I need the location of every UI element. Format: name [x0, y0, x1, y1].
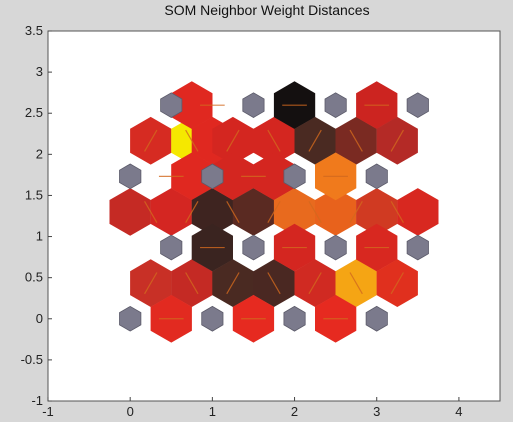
distance-cell-18	[273, 188, 316, 236]
distance-cell-14	[191, 188, 233, 236]
y-tick-label-1: 1	[36, 229, 43, 244]
neuron-marker-0	[119, 305, 142, 332]
neighbor-links	[144, 104, 404, 320]
y-tick-label--1: -1	[31, 393, 43, 408]
neuron-marker-8	[119, 163, 142, 190]
neuron-marker-12	[160, 92, 183, 118]
neuron-marker-13	[242, 92, 265, 118]
neighbor-link-14	[226, 200, 240, 223]
neighbor-link-24	[226, 129, 240, 152]
neighbor-link-21	[144, 129, 158, 152]
distance-cell-21	[356, 188, 398, 236]
distance-cell-2	[171, 81, 213, 129]
x-tick-label-3: 3	[373, 404, 380, 419]
distance-cell-16	[232, 188, 275, 236]
y-tick-label-1.5: 1.5	[25, 187, 43, 202]
neuron-marker-15	[406, 92, 429, 118]
neuron-marker-2	[283, 305, 306, 332]
distance-cell-22	[397, 188, 439, 236]
y-tick-label-2.5: 2.5	[25, 105, 43, 120]
neuron-marker-7	[406, 234, 429, 261]
neuron-marker-1	[201, 305, 224, 332]
neighbor-link-12	[185, 200, 199, 223]
neuron-marker-9	[201, 163, 224, 190]
neighbor-link-11	[144, 200, 158, 223]
y-tick-label--0.5: -0.5	[21, 352, 43, 367]
neuron-marker-6	[324, 234, 347, 261]
neighbor-link-7	[308, 272, 322, 295]
neuron-marker-10	[283, 163, 306, 190]
x-axis: -1 0 1 2 3 4	[42, 397, 463, 419]
y-tick-label-3: 3	[36, 64, 43, 79]
neighbor-link-26	[267, 129, 281, 152]
neuron-marker-14	[324, 92, 347, 118]
y-tick-label-0: 0	[36, 311, 43, 326]
x-tick-label--1: -1	[42, 404, 54, 419]
neighbor-link-8	[349, 272, 363, 295]
distance-cell-12	[150, 188, 192, 236]
y-axis: -1 -0.5 0 0.5 1 1.5 2 2.5 3 3.5	[21, 23, 52, 408]
x-tick-label-0: 0	[127, 404, 134, 419]
neighbor-link-15	[267, 200, 281, 223]
neuron-marker-11	[365, 163, 388, 190]
neighbor-link-19	[390, 200, 404, 223]
x-tick-label-1: 1	[209, 404, 216, 419]
distance-cell-19	[315, 188, 357, 236]
neighbor-link-4	[226, 272, 240, 295]
distance-cell-15	[212, 152, 254, 201]
neighbor-link-23	[185, 129, 199, 152]
neighbor-link-3	[185, 272, 199, 295]
neuron-marker-4	[160, 234, 183, 261]
chart-title: SOM Neighbor Weight Distances	[164, 2, 369, 18]
y-tick-label-3.5: 3.5	[25, 23, 43, 38]
distance-cell-17	[253, 152, 295, 201]
x-tick-label-4: 4	[455, 404, 462, 419]
x-tick-label-2: 2	[291, 404, 298, 419]
neighbor-link-17	[308, 200, 322, 223]
y-tick-label-2: 2	[36, 146, 43, 161]
neighbor-link-6	[267, 272, 281, 295]
neighbor-link-9	[390, 272, 404, 295]
neuron-marker-5	[242, 234, 265, 261]
neighbor-link-29	[390, 129, 404, 152]
distance-cell-11	[109, 188, 151, 236]
neighbor-link-18	[349, 200, 363, 223]
distance-cell-13	[171, 152, 213, 201]
y-tick-label-0.5: 0.5	[25, 270, 43, 285]
neighbor-link-1	[144, 272, 158, 295]
neuron-markers	[119, 92, 429, 332]
neuron-marker-3	[365, 305, 388, 332]
neighbor-link-28	[349, 129, 363, 152]
neighbor-link-27	[308, 129, 322, 152]
